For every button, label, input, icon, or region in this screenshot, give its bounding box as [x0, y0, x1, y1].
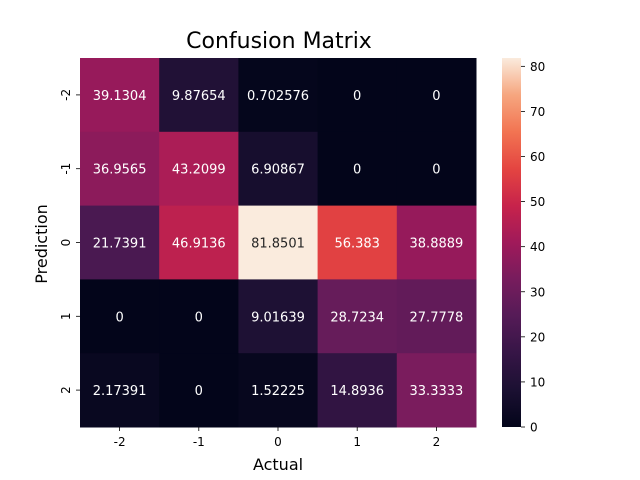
colorbar-gradient: [502, 58, 521, 427]
cell-value-label: 0: [115, 310, 123, 325]
colorbar-tick-label: 70: [530, 105, 545, 119]
cell-value-label: 39.1304: [93, 89, 147, 104]
cell-value-label: 1.52225: [251, 384, 305, 399]
heatmap-cell: [238, 131, 319, 207]
y-tick-label: 0: [59, 239, 73, 247]
colorbar-tick-label: 20: [530, 330, 545, 344]
cell-value-label: 38.8889: [410, 237, 464, 252]
cell-value-label: 0: [432, 89, 440, 104]
x-tick-label: -2: [114, 435, 126, 449]
heatmap-cell: [80, 58, 160, 133]
heatmap-cell: [238, 279, 319, 354]
heatmap-cell: [238, 58, 319, 133]
heatmap-cell: [80, 205, 160, 280]
colorbar-tick-label: 10: [530, 375, 545, 389]
heatmap-cell: [159, 205, 239, 280]
cell-value-label: 56.383: [334, 237, 380, 252]
heatmap-cell: [80, 279, 160, 354]
colorbar-tick-label: 0: [530, 421, 538, 435]
y-tick-label: -2: [59, 89, 73, 101]
cell-value-label: 9.87654: [172, 89, 226, 104]
cell-value-label: 46.9136: [172, 237, 226, 252]
heatmap-cell: [238, 353, 319, 428]
colorbar-tick-label: 50: [530, 195, 545, 209]
heatmap-cell: [317, 205, 398, 280]
x-axis-ticks: -2 -1 0 1 2: [114, 427, 441, 449]
y-axis-ticks: -2 -1 0 1 2: [59, 89, 80, 394]
chart-title: Confusion Matrix: [186, 29, 372, 54]
heatmap-cell: [317, 131, 398, 207]
x-tick-label: -1: [193, 435, 205, 449]
heatmap-cell: [159, 279, 239, 354]
y-tick-label: 1: [59, 312, 73, 320]
cell-value-label: 28.7234: [330, 310, 384, 325]
cell-value-label: 33.3333: [410, 384, 464, 399]
cell-value-label: 0.702576: [247, 89, 309, 104]
cell-value-label: 2.17391: [93, 384, 147, 399]
cell-value-label: 43.2099: [172, 163, 226, 178]
cell-value-label: 81.8501: [251, 237, 305, 252]
colorbar: 0 10 20 30 40 50 60 70 80: [502, 58, 545, 435]
cell-value-label: 0: [353, 163, 361, 178]
cell-value-label: 9.01639: [251, 310, 305, 325]
heatmap-cell: [396, 205, 477, 280]
heatmap-cell: [317, 279, 398, 354]
heatmap-cell: [396, 279, 477, 354]
heatmap-cell: [159, 131, 239, 207]
x-tick-label: 2: [433, 435, 441, 449]
y-tick-label: -1: [59, 163, 73, 175]
cell-value-label: 14.8936: [330, 384, 384, 399]
cell-value-label: 0: [195, 310, 203, 325]
y-tick-label: 2: [59, 386, 73, 394]
colorbar-tick-label: 60: [530, 150, 545, 164]
colorbar-tick-label: 40: [530, 240, 545, 254]
cell-value-label: 0: [195, 384, 203, 399]
heatmap-cell: [396, 58, 477, 133]
heatmap-cell: [159, 353, 239, 428]
cell-value-label: 27.7778: [410, 310, 464, 325]
heatmap-cell: [396, 131, 477, 207]
x-tick-label: 0: [274, 435, 282, 449]
x-axis-label: Actual: [253, 455, 303, 474]
cell-value-label: 36.9565: [93, 163, 147, 178]
heatmap-cell: [238, 205, 319, 280]
heatmap-cell: [396, 353, 477, 428]
colorbar-tick-label: 80: [530, 60, 545, 74]
colorbar-tick-label: 30: [530, 285, 545, 299]
heatmap-cell: [317, 58, 398, 133]
heatmap-cell: [317, 353, 398, 428]
cell-value-label: 21.7391: [93, 237, 147, 252]
cell-value-label: 6.90867: [251, 163, 305, 178]
x-tick-label: 1: [353, 435, 361, 449]
heatmap-cells: 39.1304 9.87654 0.702576 0 0 36.9565 43.2099 6.…: [80, 58, 477, 428]
heatmap-cell: [159, 58, 239, 133]
cell-value-label: 0: [353, 89, 361, 104]
y-axis-label: Prediction: [32, 204, 51, 283]
cell-value-label: 0: [432, 163, 440, 178]
heatmap-cell: [80, 131, 160, 207]
heatmap-cell: [80, 353, 160, 428]
